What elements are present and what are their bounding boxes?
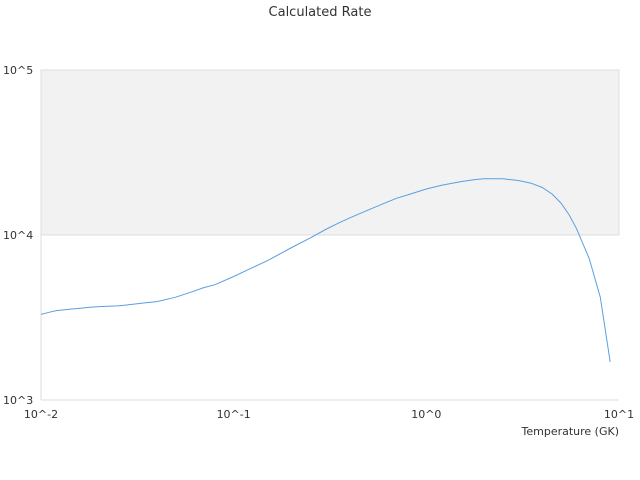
- y-tick-label: 10^4: [3, 229, 33, 242]
- shaded-band: [40, 69, 620, 236]
- chart-title: Calculated Rate: [269, 5, 372, 20]
- y-axis-ticks: 10^3 10^4 10^5: [3, 64, 33, 407]
- y-tick-label: 10^5: [3, 64, 33, 77]
- series-line: [40, 178, 611, 363]
- x-tick-label: 10^0: [411, 408, 441, 421]
- x-tick-label: 10^1: [604, 408, 634, 421]
- x-tick-label: 10^-2: [24, 408, 58, 421]
- y-tick-label: 10^3: [3, 394, 33, 407]
- x-axis-ticks: 10^-2 10^-1 10^0 10^1: [24, 408, 634, 421]
- x-tick-label: 10^-1: [217, 408, 251, 421]
- x-axis-title: Temperature (GK): [521, 425, 620, 438]
